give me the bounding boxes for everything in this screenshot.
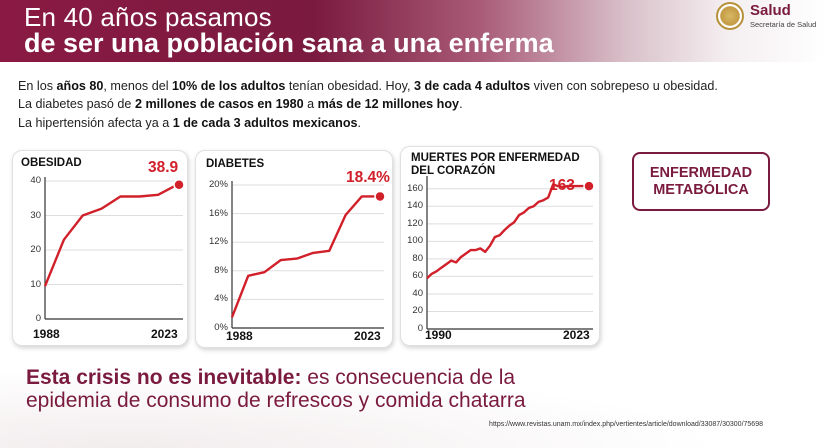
source-url: https://www.revistas.unam.mx/index.php/v… bbox=[489, 421, 763, 428]
y-tick-label: 20 bbox=[30, 244, 41, 255]
series-line bbox=[43, 183, 178, 287]
y-tick-label: 40 bbox=[30, 175, 41, 186]
intro-text: En los años 80, menos del 10% de los adu… bbox=[18, 77, 718, 132]
y-tick-label: 16% bbox=[208, 207, 228, 219]
chart-value-label: 163 bbox=[549, 177, 575, 194]
x-tick-end: 2023 bbox=[354, 329, 381, 343]
title-line-2: de ser una población sana a una enferma bbox=[24, 28, 554, 58]
footer-background bbox=[0, 355, 825, 448]
x-tick-end: 2023 bbox=[151, 327, 178, 341]
y-tick-label: 12% bbox=[208, 236, 228, 248]
end-point-marker bbox=[173, 179, 185, 191]
y-tick-label: 30 bbox=[30, 209, 41, 221]
eagle-seal-icon bbox=[716, 2, 744, 30]
x-tick-start: 1990 bbox=[425, 328, 452, 342]
logo-subtitle: Secretaría de Salud bbox=[750, 20, 817, 29]
end-point-marker bbox=[374, 190, 386, 203]
metabolic-disease-badge: ENFERMEDAD METABÓLICA bbox=[632, 152, 770, 211]
chart-card-corazon: MUERTES POR ENFERMEDAD DEL CORAZÓN 163 1… bbox=[400, 146, 600, 346]
logo-title: Salud bbox=[750, 2, 791, 19]
diabetes-chart bbox=[230, 181, 386, 329]
end-point-marker bbox=[583, 180, 595, 192]
claim-line-2: epidemia de consumo de refrescos y comid… bbox=[26, 389, 526, 412]
claim-bold: Esta crisis no es inevitable: bbox=[26, 366, 302, 389]
title-line-1: En 40 años pasamos bbox=[24, 2, 272, 32]
chart-title: DIABETES bbox=[206, 158, 265, 170]
header-banner: En 40 años pasamos de ser una población … bbox=[0, 0, 825, 62]
intro-line-3: La hipertensión afecta ya a 1 de cada 3 … bbox=[18, 115, 362, 130]
y-tick-label: 120 bbox=[407, 217, 423, 229]
y-tick-label: 8% bbox=[214, 264, 228, 276]
y-tick-label: 160 bbox=[407, 182, 423, 194]
chart-value-label: 18.4% bbox=[346, 169, 390, 186]
y-tick-label: 0 bbox=[35, 313, 41, 324]
intro-line-2: La diabetes pasó de 2 millones de casos … bbox=[18, 97, 463, 112]
chart-card-diabetes: DIABETES 18.4% 1988 2023 0% 4% 8% 12% 16% 20% bbox=[195, 150, 393, 348]
chart-card-obesidad: OBESIDAD 38.9 1988 2023 0 10 20 30 40 bbox=[12, 150, 188, 346]
y-tick-label: 60 bbox=[412, 270, 423, 282]
closing-statement: Esta crisis no es inevitable: es consecu… bbox=[26, 366, 526, 412]
y-tick-label: 4% bbox=[214, 293, 228, 305]
y-tick-label: 80 bbox=[412, 252, 423, 264]
series-line bbox=[230, 195, 378, 318]
y-tick-label: 140 bbox=[407, 200, 423, 212]
corazon-chart bbox=[426, 176, 595, 330]
badge-line-2: METABÓLICA bbox=[653, 181, 749, 198]
y-tick-label: 20% bbox=[208, 179, 228, 190]
chart-title: OBESIDAD bbox=[21, 157, 82, 169]
intro-line-1: En los años 80, menos del 10% de los adu… bbox=[18, 79, 718, 93]
x-tick-end: 2023 bbox=[563, 328, 590, 342]
chart-title: MUERTES POR ENFERMEDAD DEL CORAZÓN bbox=[411, 152, 580, 177]
y-tick-label: 0 bbox=[417, 323, 423, 334]
y-tick-label: 100 bbox=[407, 235, 423, 247]
obesidad-chart bbox=[43, 177, 185, 320]
y-tick-label: 10 bbox=[30, 278, 41, 290]
y-tick-label: 0% bbox=[214, 322, 228, 333]
series-line bbox=[426, 183, 587, 280]
y-tick-label: 40 bbox=[412, 287, 423, 299]
x-tick-start: 1988 bbox=[226, 329, 253, 343]
x-tick-start: 1988 bbox=[33, 327, 60, 341]
badge-line-1: ENFERMEDAD bbox=[649, 164, 753, 181]
chart-value-label: 38.9 bbox=[148, 159, 179, 176]
salud-logo: Salud Secretaría de Salud bbox=[716, 2, 816, 32]
y-tick-label: 20 bbox=[412, 305, 423, 317]
